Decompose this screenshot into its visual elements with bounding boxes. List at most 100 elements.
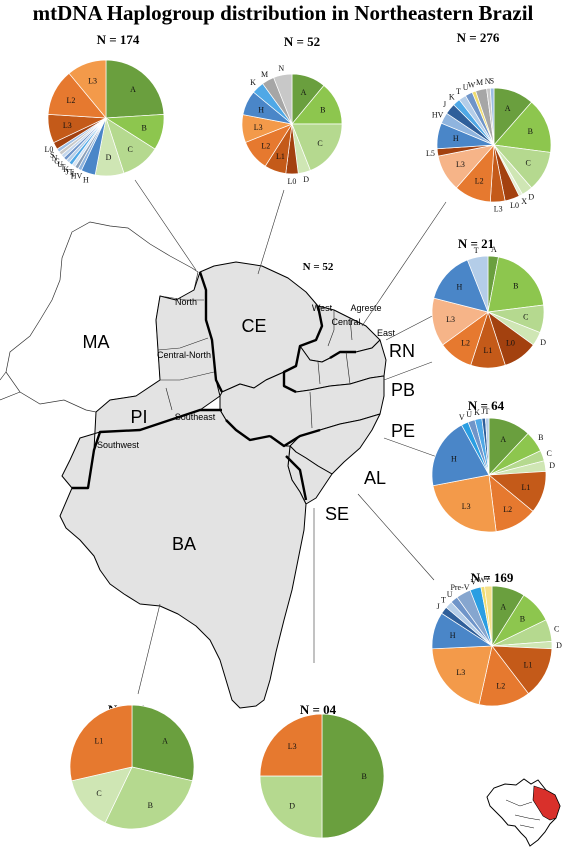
pie-ce-slice-label-7: L3	[254, 123, 263, 132]
pie-pb-slice-label-7: L3	[446, 315, 455, 324]
region-label-east: East	[377, 328, 396, 338]
pie-pe-slice-label-5: L2	[503, 505, 512, 514]
pie-pb-slice-t-9	[466, 255, 489, 313]
pie-pe-slice-label-12: T	[485, 407, 490, 416]
pie-ma-slice-label-14: L0	[45, 145, 54, 154]
pie-ma-slice-label-16: L2	[66, 96, 75, 105]
pie-ce-slice-label-4: L0	[288, 177, 297, 186]
pie-ma-slice-label-1: B	[142, 124, 147, 133]
pie-rn-slice-label-7: L2	[475, 176, 484, 185]
pie-pe-slice-label-9: U	[466, 410, 472, 419]
region-label-agreste: Agreste	[350, 303, 381, 313]
leader-ba	[137, 603, 161, 695]
leader-pb	[385, 311, 441, 341]
leader-al	[357, 493, 435, 581]
pie-al-slice-label-11: Pre-V	[450, 583, 469, 592]
pie-pe-slice-label-3: D	[549, 461, 555, 470]
pie-ba-slice-label-3: L1	[95, 737, 104, 746]
pie-ma-slice-label-9: T	[61, 163, 66, 172]
region-label-southwest: Southwest	[97, 440, 140, 450]
pie-rn-slice-label-14: T	[456, 87, 461, 96]
pie-al-slice-label-9: T	[441, 596, 446, 605]
pie-ce-slice-c-2	[291, 123, 343, 171]
map-boundary-4	[225, 419, 271, 442]
pie-ce-slice-label-8: H	[258, 105, 264, 114]
state-label-al: AL	[364, 468, 386, 488]
pie-pb-slice-label-3: D	[540, 338, 546, 347]
pie-ba-slice-b-1	[104, 766, 193, 830]
pie-ce-sample-size: N = 52	[284, 34, 320, 49]
state-ba-shape	[59, 409, 307, 709]
pie-ce-slice-label-11: N	[278, 64, 284, 73]
pie-al-slice-label-3: D	[556, 641, 562, 650]
pie-rn-slice-label-16: W	[468, 81, 476, 90]
pie-pe-slice-label-1: B	[538, 433, 543, 442]
pie-rn-slice-label-5: L0	[510, 201, 519, 210]
pie-al-slice-label-1: B	[520, 615, 525, 624]
region-label-north: North	[175, 297, 197, 307]
pie-ba-slice-label-1: B	[148, 801, 153, 810]
pb-internal-2	[345, 351, 351, 385]
pie-pe-slice-label-2: C	[547, 449, 552, 458]
pie-se-sample-size: N = 04	[300, 702, 337, 717]
pie-ma-slice-label-12: N	[52, 154, 58, 163]
state-label-pi: PI	[130, 407, 147, 427]
pie-rn-slice-label-19: S	[490, 77, 494, 86]
pie-rn-slice-label-9: L5	[426, 149, 435, 158]
pie-ce-slice-label-2: C	[317, 139, 322, 148]
pie-ma-slice-label-2: C	[128, 145, 133, 154]
pie-al-slice-l1-4	[491, 645, 553, 695]
pie-pb-slice-label-1: B	[513, 282, 518, 291]
pie-rn-slice-label-11: HV	[432, 110, 444, 119]
region-label-west: West	[312, 303, 333, 313]
pie-ba-slice-l1-3	[69, 704, 133, 782]
pie-chart-ce: N = 52 A B C D L0 L1 L2 L3 H KM N	[241, 34, 343, 186]
pie-se-slice-label-2: L3	[288, 742, 297, 751]
state-label-ce: CE	[241, 316, 266, 336]
pie-chart-pb: N = 21A B C D L0 L1 L2 L3 H T	[431, 236, 546, 369]
pie-chart-se: N = 04 B D L3	[259, 702, 385, 839]
pie-pb-slice-label-4: L0	[506, 339, 515, 348]
pie-pb-slice-label-0: A	[491, 245, 497, 254]
pie-pe-slice-h-7	[431, 424, 490, 487]
pie-al-slice-label-0: A	[500, 603, 506, 612]
region-label-central-north: Central-North	[157, 350, 211, 360]
leader-ce	[257, 189, 285, 275]
map-boundary-3	[269, 428, 321, 448]
leader-ma	[134, 179, 197, 271]
region-label-southeast: Southeast	[175, 412, 216, 422]
pie-ba-slice-a-0	[131, 704, 195, 782]
pie-pe-slice-l3-6	[432, 474, 497, 533]
pie-ba-slice-c-2	[71, 766, 133, 824]
leader-rn	[361, 201, 447, 327]
pie-rn-slice-s-19	[489, 87, 495, 146]
pb-internal-1	[317, 361, 321, 385]
map-boundary-6	[72, 408, 222, 490]
state-label-se: SE	[325, 504, 349, 524]
pie-ma-slice-label-0: A	[130, 85, 136, 94]
pie-pe-slice-label-7: H	[451, 454, 457, 463]
pie-ma-slice-label-5: HV	[71, 172, 83, 181]
pie-ma-slice-l3-17	[68, 59, 107, 119]
pie-pe-slice-label-11: J	[481, 407, 484, 416]
pie-rn-slice-label-12: J	[443, 100, 446, 109]
pie-pb-slice-b-1	[487, 256, 544, 313]
pie-rn-slice-label-15: U	[463, 83, 469, 92]
pie-pb-slice-h-8	[433, 259, 489, 313]
pie-al-slice-l2-5	[478, 645, 529, 707]
map-boundary-2	[282, 305, 324, 394]
pie-ma-slice-label-11: G	[54, 157, 60, 166]
pie-rn-slice-label-2: C	[526, 159, 531, 168]
pie-ce-slice-label-1: B	[320, 105, 325, 114]
pe-internal-1	[309, 391, 313, 429]
pie-al-slice-label-4: L1	[524, 661, 533, 670]
pie-rn-slice-label-4: X	[521, 197, 527, 206]
pie-se-slice-l3-2	[259, 713, 323, 777]
pie-al-slice-label-12: V	[471, 577, 477, 586]
map-sample-size: N = 52	[303, 261, 334, 273]
region-label-central: Central	[331, 317, 360, 327]
pie-rn-slice-b-1	[493, 101, 552, 153]
